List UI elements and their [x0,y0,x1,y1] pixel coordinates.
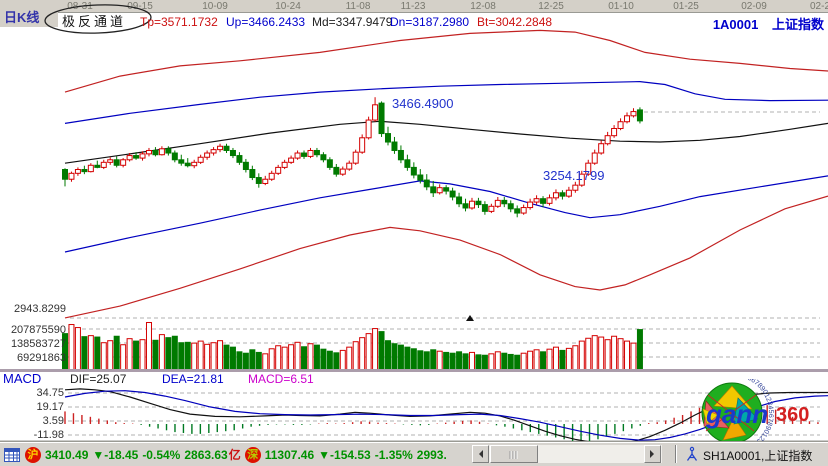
macd-indicator-label[interactable]: MACD [3,371,42,386]
symbol-code: 1A0001 [712,17,759,32]
thumb-grip-icon [509,451,519,459]
md-value: Md=3347.9479 [312,15,393,29]
date-tick: 12-25 [538,1,564,12]
horizontal-scrollbar[interactable] [472,445,662,463]
sh-pct: -0.54% [142,447,181,462]
scrollbar-thumb[interactable] [490,445,538,463]
macd-axis-label: 19.17 [36,401,64,413]
dea-value: DEA=21.81 [162,372,224,386]
shanghai-badge-icon[interactable]: 沪 [25,446,41,463]
channel-name-label: 极反通道 [62,14,127,29]
volume-axis-label: 207875590 [10,324,66,336]
footer-symbol-label: SH1A0001,上证指数 [703,449,813,463]
high-annotation: 3466.4900 [392,96,454,111]
sh-amount-unit: 亿 [228,448,241,462]
sz-change: -154.53 [330,447,371,462]
date-tick: 11-08 [345,1,371,12]
date-tick: 02-09 [741,1,767,12]
date-tick: 12-08 [470,1,496,12]
sz-pct: -1.35% [374,447,413,462]
sz-amount: 2993. [416,447,447,462]
up-value: Up=3466.2433 [226,15,306,29]
date-tick: 10-09 [202,1,228,12]
dif-value: DIF=25.07 [70,372,127,386]
down-arrow-icon: ▼ [92,447,105,462]
macd-axis-label: 3.59 [42,415,64,427]
price-low-label: 2943.8299 [14,303,66,315]
date-tick: 09-15 [127,1,153,12]
bt-value: Bt=3042.2848 [477,15,553,29]
low-annotation: 3254.1799 [543,168,605,183]
shenzhen-badge-icon[interactable]: 深 [244,446,261,463]
volume-axis-label: 69291863 [17,352,66,364]
status-bar: 沪 3410.49 ▼-18.45 -0.54% 2863.63 亿 深 1130… [0,442,828,466]
scroll-left-button[interactable] [472,445,489,463]
symbol-header: 1A0001 上证指数 [713,14,824,33]
macd-axis-label: -11.98 [33,429,64,441]
statusbar-divider [675,445,677,463]
svg-text:gann: gann [705,399,768,429]
chart-type-label[interactable]: 日K线 [4,10,40,25]
gann360-logo: 123456789012345678901234567890123456 gan… [701,379,809,449]
sh-amount: 2863.63 [184,447,228,462]
date-axis-strip [0,0,828,13]
date-tick: 01-10 [608,1,634,12]
calendar-icon[interactable] [3,446,21,463]
dn-value: Dn=3187.2980 [390,15,470,29]
macd-value: MACD=6.51 [248,372,314,386]
macd-axis-label: 34.75 [36,387,64,399]
chart-type-label-bg [0,0,58,27]
date-tick: 10-24 [275,1,301,12]
marker-triangle-icon [466,315,474,321]
left-arrow-icon [475,450,483,458]
sh-index: 3410.49 [45,447,89,462]
tp-value: Tp=3571.1732 [140,15,218,29]
svg-text:360: 360 [776,404,809,426]
sh-change: -18.45 [104,447,139,462]
scroll-right-button[interactable] [644,445,661,463]
sz-index: 11307.46 [264,447,315,462]
right-arrow-icon [650,450,658,458]
down-arrow-icon: ▼ [318,447,331,462]
date-tick: 01-25 [673,1,699,12]
status-left-group: 沪 3410.49 ▼-18.45 -0.54% 2863.63 亿 深 1130… [3,446,447,463]
volume-axis-label: 138583727 [10,338,66,350]
symbol-name: 上证指数 [771,17,824,32]
antenna-icon[interactable] [684,446,700,462]
date-tick: 02-2 [809,1,828,12]
date-tick: 11-23 [400,1,426,12]
